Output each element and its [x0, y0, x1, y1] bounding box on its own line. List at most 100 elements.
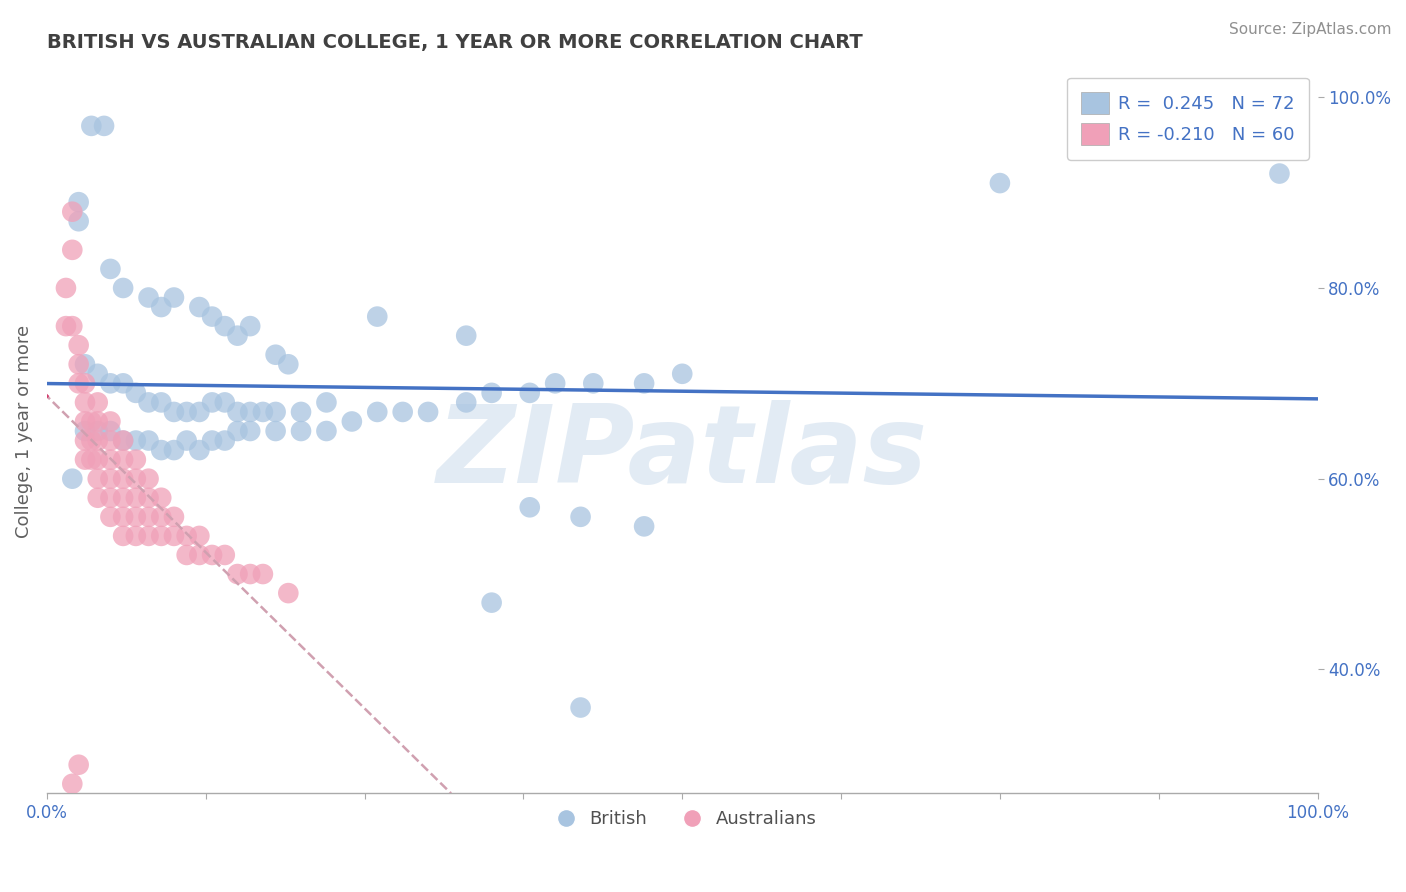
Point [277, 586, 299, 600]
Point [125, 434, 148, 448]
Point [633, 376, 655, 391]
Point [315, 424, 337, 438]
Point [112, 472, 135, 486]
Point [150, 443, 173, 458]
Point [86, 434, 108, 448]
Point [73, 395, 96, 409]
Point [176, 548, 198, 562]
Point [100, 376, 122, 391]
Point [67, 338, 90, 352]
Point [150, 509, 173, 524]
Point [201, 395, 224, 409]
Point [188, 443, 211, 458]
Point [67, 376, 90, 391]
Point [226, 328, 249, 343]
Point [188, 529, 211, 543]
Point [73, 415, 96, 429]
Point [138, 291, 160, 305]
Point [226, 424, 249, 438]
Point [125, 529, 148, 543]
Point [1268, 167, 1291, 181]
Point [176, 434, 198, 448]
Legend: British, Australians: British, Australians [541, 803, 824, 835]
Point [226, 405, 249, 419]
Point [671, 367, 693, 381]
Point [214, 395, 236, 409]
Point [125, 452, 148, 467]
Point [138, 509, 160, 524]
Point [150, 395, 173, 409]
Point [277, 357, 299, 371]
Point [125, 472, 148, 486]
Point [86, 491, 108, 505]
Point [86, 424, 108, 438]
Point [86, 452, 108, 467]
Point [214, 434, 236, 448]
Point [112, 452, 135, 467]
Point [226, 567, 249, 582]
Text: Source: ZipAtlas.com: Source: ZipAtlas.com [1229, 22, 1392, 37]
Point [366, 310, 388, 324]
Point [544, 376, 567, 391]
Point [100, 472, 122, 486]
Point [582, 376, 605, 391]
Point [80, 452, 103, 467]
Point [163, 291, 186, 305]
Point [176, 405, 198, 419]
Text: BRITISH VS AUSTRALIAN COLLEGE, 1 YEAR OR MORE CORRELATION CHART: BRITISH VS AUSTRALIAN COLLEGE, 1 YEAR OR… [46, 33, 863, 52]
Point [60, 204, 83, 219]
Point [67, 757, 90, 772]
Point [112, 491, 135, 505]
Point [112, 376, 135, 391]
Y-axis label: College, 1 year or more: College, 1 year or more [15, 325, 32, 538]
Point [239, 319, 262, 334]
Point [569, 509, 592, 524]
Point [214, 548, 236, 562]
Point [456, 328, 478, 343]
Point [60, 243, 83, 257]
Point [138, 395, 160, 409]
Point [73, 357, 96, 371]
Point [315, 395, 337, 409]
Point [138, 529, 160, 543]
Point [252, 405, 274, 419]
Point [633, 519, 655, 533]
Point [55, 319, 77, 334]
Point [86, 367, 108, 381]
Point [80, 119, 103, 133]
Point [60, 472, 83, 486]
Point [252, 567, 274, 582]
Point [100, 415, 122, 429]
Point [239, 405, 262, 419]
Point [150, 491, 173, 505]
Point [138, 434, 160, 448]
Point [80, 415, 103, 429]
Point [163, 443, 186, 458]
Point [73, 452, 96, 467]
Point [188, 300, 211, 314]
Point [456, 395, 478, 409]
Point [188, 548, 211, 562]
Point [67, 357, 90, 371]
Point [125, 385, 148, 400]
Point [73, 376, 96, 391]
Point [73, 424, 96, 438]
Point [366, 405, 388, 419]
Point [60, 777, 83, 791]
Point [201, 310, 224, 324]
Point [100, 424, 122, 438]
Point [100, 452, 122, 467]
Point [481, 385, 503, 400]
Point [188, 405, 211, 419]
Point [264, 348, 287, 362]
Point [150, 529, 173, 543]
Point [86, 472, 108, 486]
Point [150, 300, 173, 314]
Point [100, 509, 122, 524]
Point [290, 405, 312, 419]
Point [519, 500, 541, 515]
Point [201, 434, 224, 448]
Point [112, 529, 135, 543]
Point [569, 700, 592, 714]
Point [67, 195, 90, 210]
